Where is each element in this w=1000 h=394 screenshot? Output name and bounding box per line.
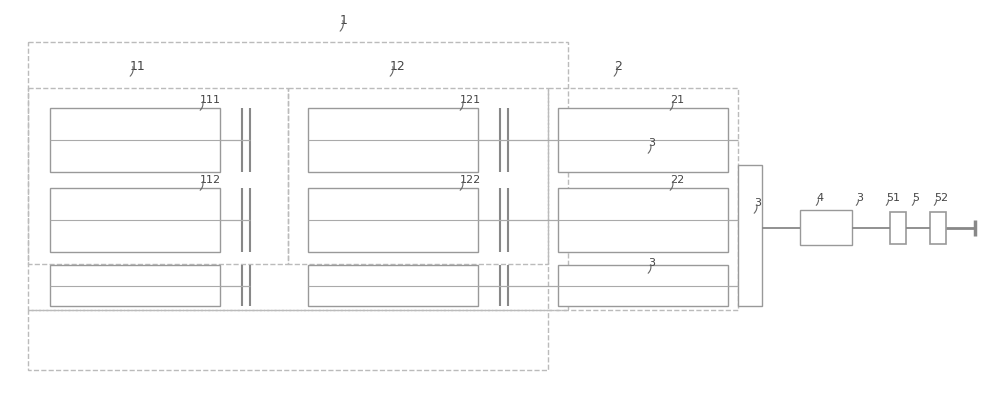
Text: 52: 52 <box>934 193 948 203</box>
Bar <box>890 212 906 244</box>
Text: 51: 51 <box>886 193 900 203</box>
Text: 2: 2 <box>614 60 622 73</box>
Bar <box>558 265 728 306</box>
Text: 21: 21 <box>670 95 684 105</box>
Text: 1: 1 <box>340 14 348 27</box>
Bar <box>308 265 478 306</box>
Bar <box>28 88 288 264</box>
Text: 3: 3 <box>856 193 863 203</box>
Bar <box>50 188 220 252</box>
Text: 3: 3 <box>648 138 655 148</box>
Bar <box>308 188 478 252</box>
Text: 112: 112 <box>200 175 221 185</box>
Text: 121: 121 <box>460 95 481 105</box>
Text: 12: 12 <box>390 60 406 73</box>
Text: 111: 111 <box>200 95 221 105</box>
Text: 3: 3 <box>754 198 761 208</box>
Bar <box>800 210 852 245</box>
Bar <box>28 310 548 370</box>
Text: 5: 5 <box>912 193 919 203</box>
Bar <box>50 108 220 172</box>
Text: 11: 11 <box>130 60 146 73</box>
Bar <box>548 88 738 310</box>
Bar <box>288 88 548 264</box>
Bar <box>558 108 728 172</box>
Bar <box>558 188 728 252</box>
Bar <box>308 108 478 172</box>
Text: 3: 3 <box>648 258 655 268</box>
Text: 122: 122 <box>460 175 481 185</box>
Bar <box>738 165 762 306</box>
Bar <box>28 42 568 310</box>
Bar <box>930 212 946 244</box>
Bar <box>50 265 220 306</box>
Text: 22: 22 <box>670 175 684 185</box>
Text: 4: 4 <box>816 193 823 203</box>
